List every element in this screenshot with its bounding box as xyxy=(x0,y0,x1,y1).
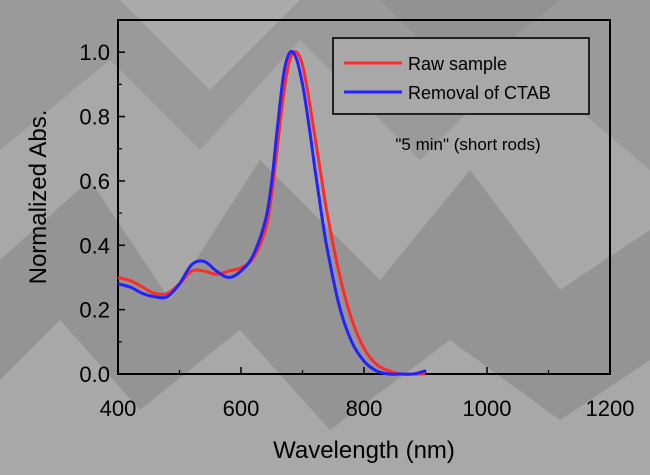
legend: Raw sample Removal of CTAB xyxy=(332,37,590,115)
y-tick-label: 0.8 xyxy=(79,105,110,130)
x-axis-title: Wavelength (nm) xyxy=(273,437,455,464)
series-layer xyxy=(117,50,426,376)
axis-tick-labels: 400 600 800 1000 1200 0.0 0.2 0.4 0.6 0.8 1.0 xyxy=(79,40,634,421)
legend-label-removal-of-ctab: Removal of CTAB xyxy=(408,83,551,103)
axis-ticks xyxy=(117,19,611,375)
x-tick-label: 1000 xyxy=(463,396,512,421)
x-tick-label: 400 xyxy=(100,396,137,421)
x-tick-label: 800 xyxy=(346,396,383,421)
y-tick-label: 0.0 xyxy=(79,362,110,387)
y-tick-label: 0.6 xyxy=(79,169,110,194)
series-line-removal-of-ctab xyxy=(117,50,426,376)
x-tick-label: 1200 xyxy=(586,396,635,421)
y-axis-title: Normalized Abs. xyxy=(25,110,52,285)
y-tick-label: 0.4 xyxy=(79,233,110,258)
chart-annotation: "5 min" (short rods) xyxy=(395,135,540,154)
y-tick-label: 0.2 xyxy=(79,298,110,323)
x-tick-label: 600 xyxy=(223,396,260,421)
legend-label-raw-sample: Raw sample xyxy=(408,54,507,74)
y-tick-label: 1.0 xyxy=(79,40,110,65)
legend-box xyxy=(332,37,590,115)
